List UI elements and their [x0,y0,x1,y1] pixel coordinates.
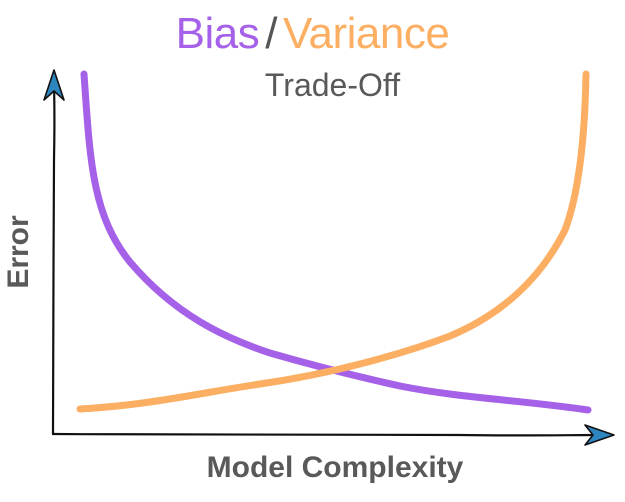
chart-subtitle: Trade-Off [264,67,401,103]
x-axis-label: Model Complexity [206,451,464,484]
y-axis-label: Error [2,215,35,289]
title-separator: / [265,9,277,58]
y-axis-arrow-icon [43,69,65,101]
title-variance: Variance [282,9,450,58]
chart-title: Bias / Variance [0,8,625,60]
title-bias: Bias [175,9,260,58]
y-axis [51,78,56,436]
x-axis-arrow-icon [584,424,615,446]
variance-curve [76,70,590,413]
bias-curve [80,70,592,414]
x-axis [51,432,598,437]
